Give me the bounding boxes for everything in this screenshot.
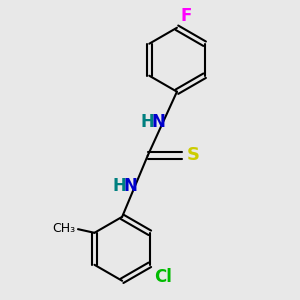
Text: H: H: [112, 177, 126, 195]
Text: S: S: [187, 146, 200, 164]
Text: CH₃: CH₃: [52, 222, 75, 235]
Text: N: N: [123, 177, 137, 195]
Text: Cl: Cl: [154, 268, 172, 286]
Text: F: F: [181, 7, 192, 25]
Text: H: H: [141, 113, 155, 131]
Text: N: N: [152, 113, 166, 131]
